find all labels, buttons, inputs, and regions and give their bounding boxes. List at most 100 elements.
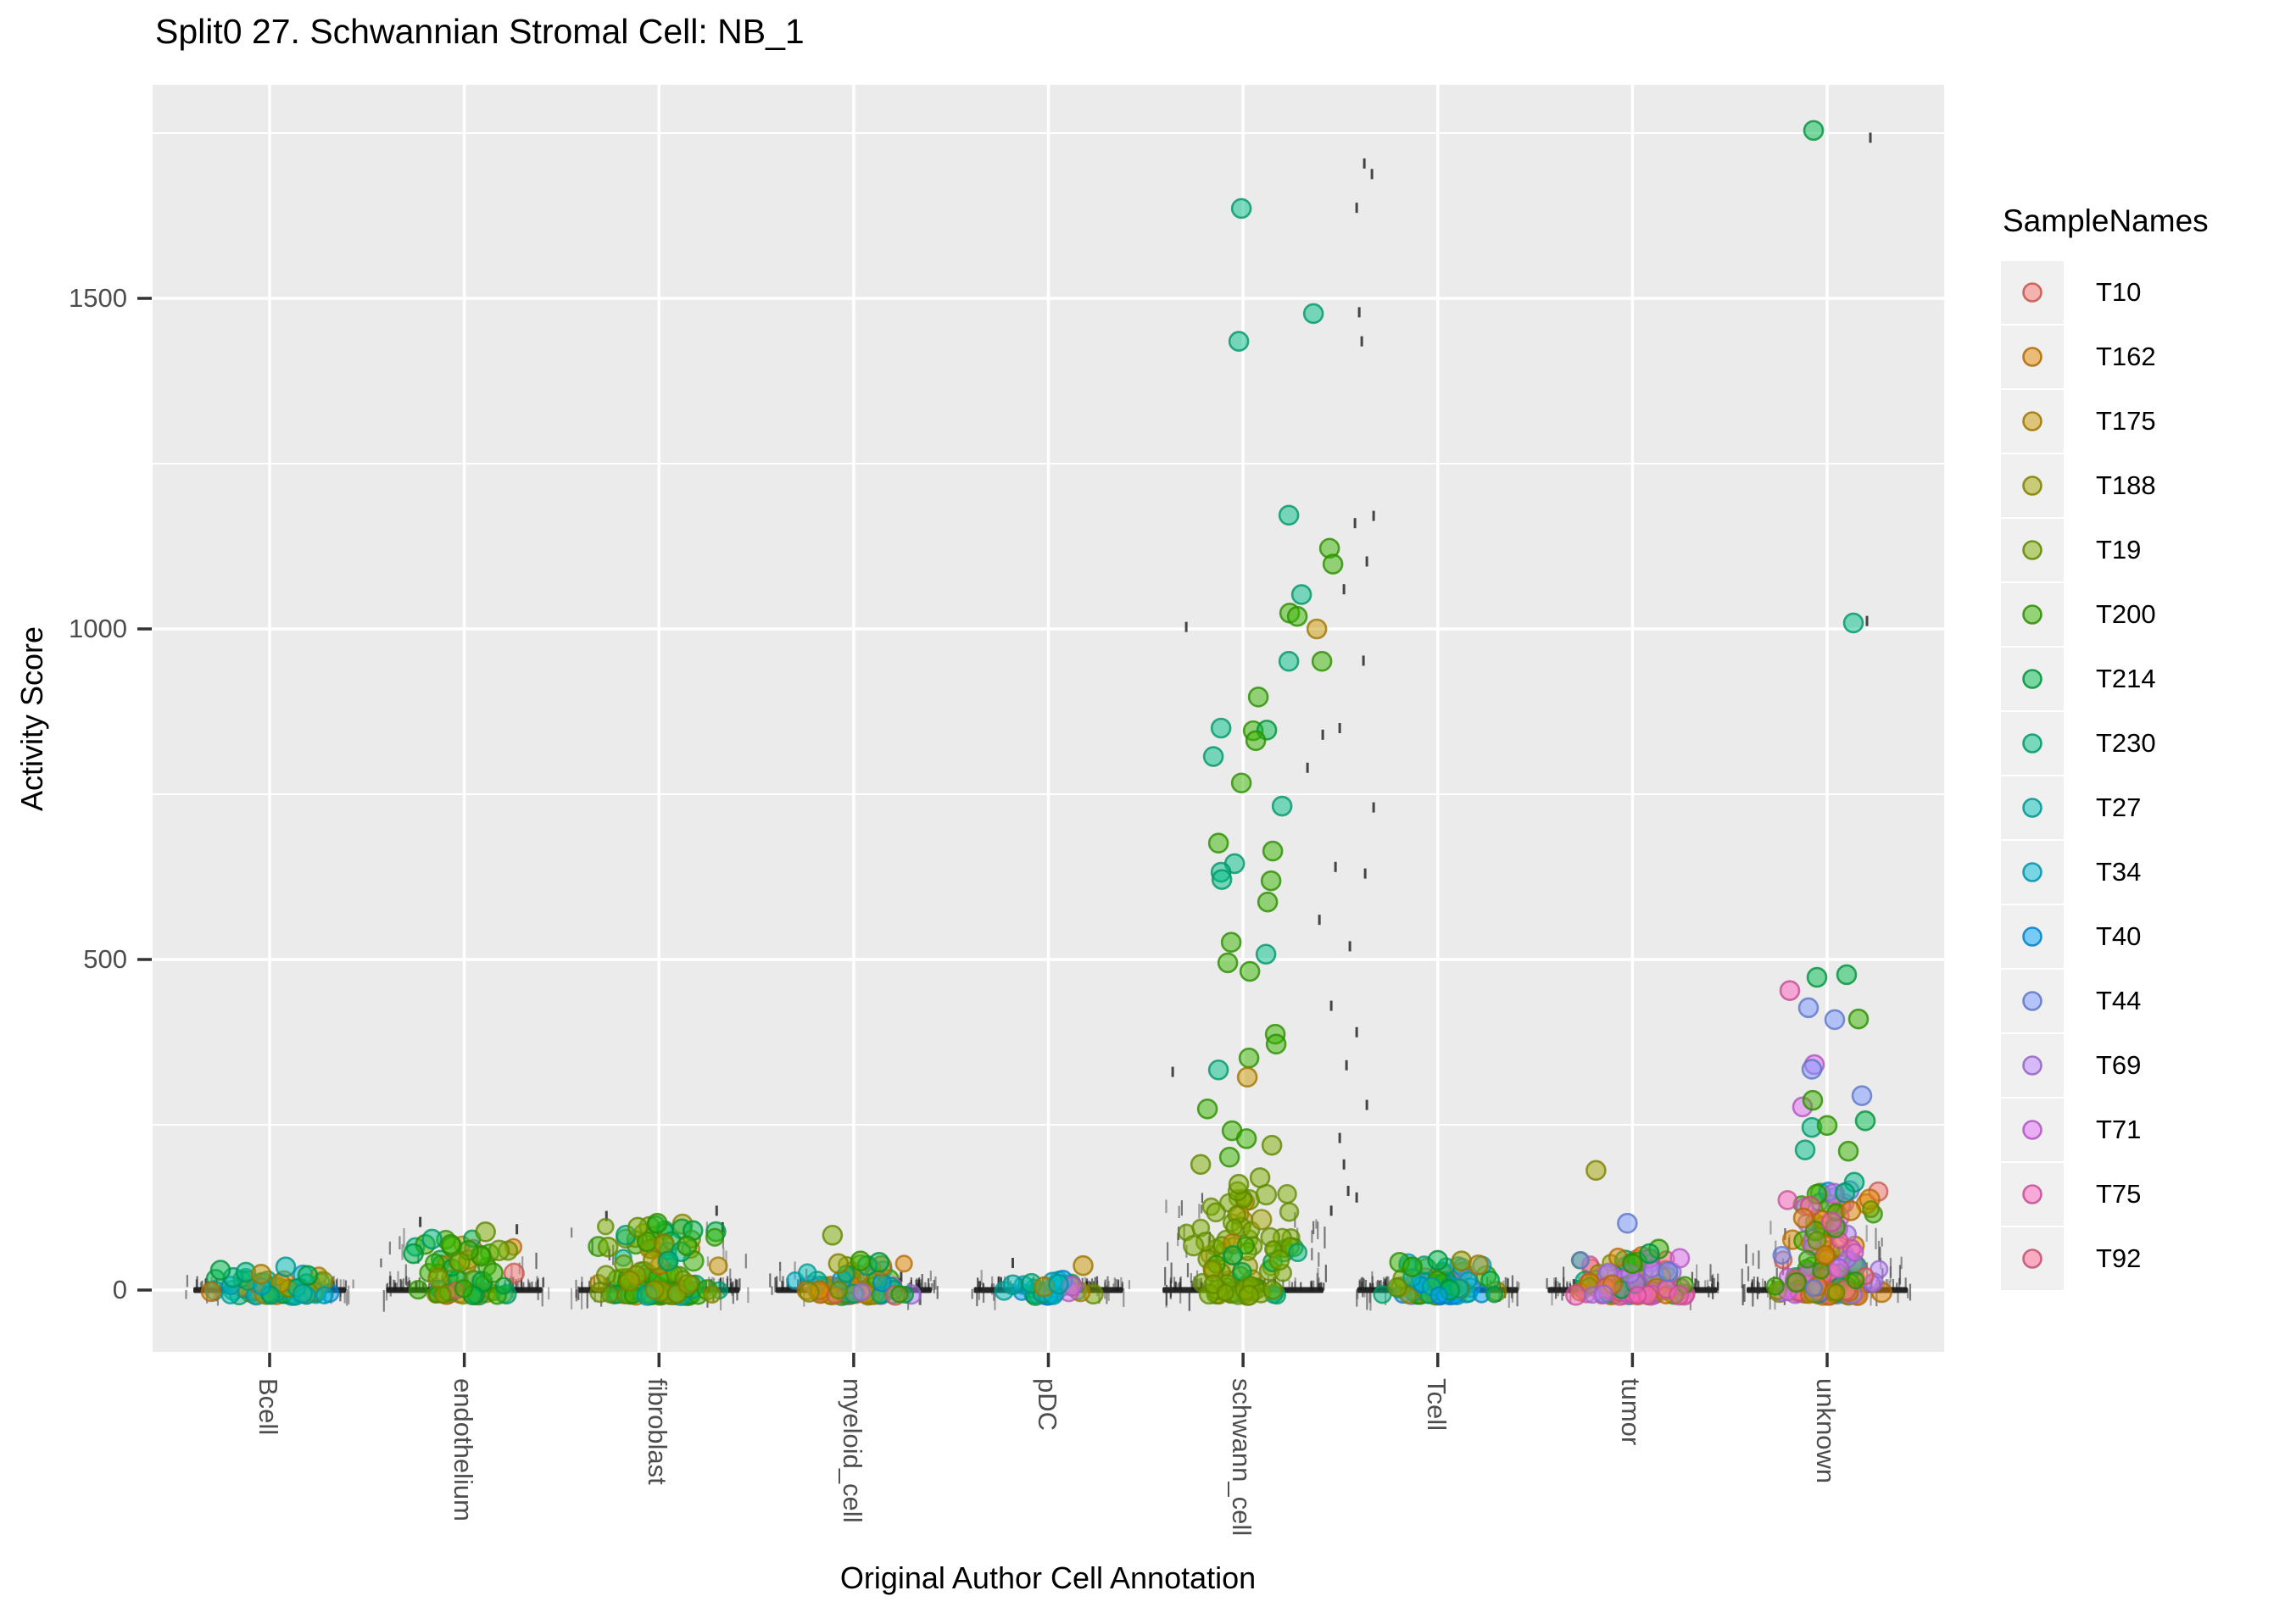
data-point [421,1228,443,1250]
whisker-dash [1898,1265,1902,1285]
legend-item-label: T200 [2096,599,2156,629]
data-point [250,1263,272,1285]
rug-tick [915,1279,917,1291]
whisker-dash [403,1228,405,1249]
rug-tick [588,1281,591,1291]
whisker-dash [186,1275,188,1288]
data-point [1639,1243,1660,1265]
legend-item-label: T71 [2096,1115,2142,1144]
whisker-dash [1889,1265,1892,1282]
data-point [1658,1260,1679,1282]
whisker-dash [1557,1281,1559,1297]
whisker-dash [991,1276,994,1295]
rug-tick [923,1282,926,1291]
rug-tick [732,1281,734,1291]
legend-item-label: T188 [2096,470,2156,500]
data-dash [515,1224,519,1235]
rug-tick [1383,1276,1385,1291]
rug-tick [1120,1276,1123,1291]
data-point [1290,584,1312,605]
rug-tick [1377,1279,1379,1291]
whisker-dash [794,1261,796,1280]
whisker-dash [1711,1275,1714,1293]
whisker-dash [1311,1248,1313,1260]
rug-tick [527,1280,530,1291]
whisker-dash [1362,1276,1364,1298]
rug-tick [528,1282,531,1291]
rug-tick [1173,1281,1177,1291]
rug-tick [1320,1282,1323,1291]
whisker-dash [993,1283,995,1301]
rug-tick [1173,1276,1176,1291]
rug-tick [608,1281,610,1291]
rug-tick [1121,1283,1124,1291]
data-point [209,1260,231,1281]
legend-title: SampleNames [2003,203,2209,238]
legend-key [2001,1163,2064,1226]
data-point [1862,1199,1881,1219]
data-dash [1353,518,1357,529]
whisker-dash [1128,1280,1131,1289]
data-dash [1363,158,1366,169]
data-point [1792,1207,1814,1229]
whisker-dash [1561,1288,1563,1301]
legend-swatch-icon [2022,991,2042,1011]
rug-tick [332,1276,335,1291]
legend-swatch-icon [2022,282,2042,303]
whisker-dash [774,1276,777,1293]
data-dash [1334,861,1337,872]
whisker-dash [1708,1285,1710,1298]
rug-tick [1112,1283,1115,1291]
whisker-dash [776,1276,778,1288]
rug-tick [534,1282,538,1291]
rug-tick [344,1280,348,1291]
x-tick-label: Tcell [1421,1378,1452,1432]
data-point [646,1212,668,1234]
legend-item: T19 [2001,519,2289,581]
data-point [1786,1271,1808,1293]
data-point [1251,1209,1273,1231]
data-point [1278,650,1300,672]
rug-tick [1697,1280,1700,1291]
legend-key [2001,1098,2064,1161]
whisker-dash [1562,1266,1565,1288]
data-dash [1360,336,1363,347]
legend-item: T27 [2001,776,2289,839]
data-point [1804,1278,1823,1298]
rug-tick [1363,1278,1365,1291]
whisker-dash [1167,1242,1169,1261]
whisker-dash [1743,1284,1746,1302]
rug-tick [1174,1282,1178,1291]
data-point [1593,1284,1613,1304]
whisker-dash [921,1274,923,1289]
data-point [1846,1271,1865,1290]
legend-item-label: T19 [2096,535,2142,565]
data-dash [715,1205,718,1216]
rug-tick [399,1278,402,1291]
data-point [1268,1249,1290,1271]
data-point [1824,1009,1846,1031]
legend-item-label: T92 [2096,1243,2142,1273]
data-point [1842,612,1864,634]
data-point [1854,1110,1876,1132]
whisker-dash [380,1258,382,1268]
legend-swatch-icon [2022,1120,2042,1140]
data-point [1220,932,1242,954]
whisker-dash [185,1289,187,1299]
data-dash [1372,510,1375,521]
legend: SampleNames T10 T162 T175 T188 T19 T200 T214 T2… [2001,203,2289,1292]
data-dash [605,1210,608,1221]
data-point [1802,1089,1824,1111]
rug-tick [1375,1281,1378,1291]
data-point [1834,1182,1856,1204]
rug-tick [1094,1276,1096,1291]
legend-item-label: T27 [2096,793,2142,822]
data-point [275,1256,297,1277]
rug-tick [522,1282,525,1291]
whisker-dash [747,1287,750,1304]
data-point [1255,943,1277,965]
rug-tick [527,1278,530,1291]
data-point [1803,120,1825,142]
whisker-dash [744,1254,747,1269]
